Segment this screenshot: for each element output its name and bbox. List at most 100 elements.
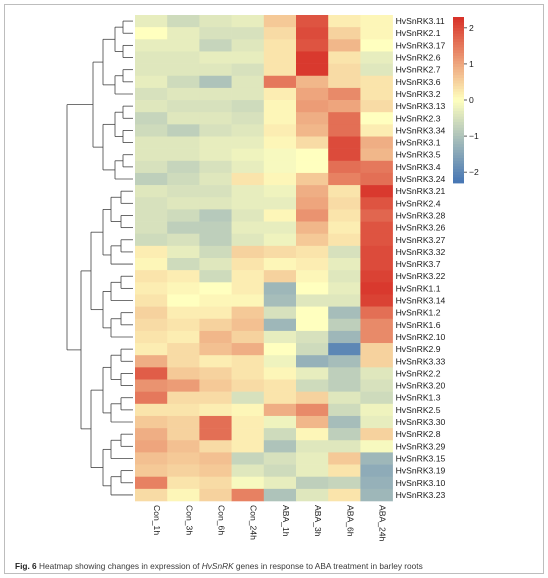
heatmap-cell (360, 428, 393, 441)
heatmap-cell (296, 124, 329, 137)
column-label: ABA_3h (313, 505, 323, 537)
heatmap-cell (263, 221, 297, 234)
heatmap-cell (231, 87, 265, 101)
heatmap-cell (231, 160, 265, 174)
heatmap-cell (135, 136, 168, 149)
heatmap-cell (328, 112, 361, 125)
heatmap-cell (135, 160, 168, 174)
heatmap-cell (167, 403, 200, 417)
row-label: HvSnRK3.6 (396, 77, 441, 87)
heatmap-cell (360, 391, 393, 405)
heatmap-cell (135, 294, 168, 307)
row-label: HvSnRK3.15 (396, 453, 446, 463)
heatmap-cell (360, 136, 393, 149)
heatmap-cell (360, 294, 393, 307)
heatmap-cell (231, 476, 265, 490)
heatmap-cell (263, 355, 297, 368)
heatmap-cell (296, 51, 329, 64)
heatmap-cell (167, 294, 200, 307)
colorbar-segment (453, 36, 464, 40)
heatmap-cell (263, 270, 297, 283)
heatmap-cell (167, 197, 200, 210)
heatmap-cell (231, 367, 265, 380)
colorbar-segment (453, 122, 464, 126)
heatmap-cell (231, 63, 265, 77)
heatmap-cell (199, 355, 232, 368)
heatmap-cell (296, 63, 329, 77)
heatmap-cell (199, 403, 232, 417)
heatmap-cell (199, 75, 232, 89)
row-label: HvSnRK3.22 (396, 271, 446, 281)
row-label: HvSnRK1.2 (396, 308, 441, 318)
heatmap-cell (263, 428, 297, 441)
row-label: HvSnRK3.28 (396, 210, 446, 220)
heatmap-cell (231, 136, 265, 149)
heatmap-cell (167, 148, 200, 162)
heatmap-cell (328, 172, 361, 186)
heatmap-cell (167, 282, 200, 295)
colorbar-segment (453, 83, 464, 87)
heatmap-cell (360, 403, 393, 417)
heatmap-cell (135, 355, 168, 368)
caption-gene: HvSnRK (201, 561, 234, 571)
heatmap-cell (167, 209, 200, 222)
heatmap-cell (360, 258, 393, 271)
row-label: HvSnRK3.13 (396, 101, 446, 111)
heatmap-cell (199, 270, 232, 283)
heatmap-cell (199, 51, 232, 64)
heatmap-cell (135, 452, 168, 465)
heatmap-cell (231, 51, 265, 64)
heatmap-cell (199, 209, 232, 222)
heatmap-cell (360, 185, 393, 198)
heatmap-cell (167, 245, 200, 259)
heatmap-cell (263, 112, 297, 125)
colorbar-tick-label: −1 (469, 131, 479, 141)
colorbar-segment (453, 19, 464, 23)
heatmap-cell (231, 355, 265, 368)
heatmap-cell (328, 185, 361, 198)
heatmap-cell (231, 306, 265, 320)
colorbar-segment (453, 130, 464, 134)
colorbar-segment (453, 61, 464, 65)
heatmap-cell (167, 379, 200, 392)
colorbar-segment (453, 30, 464, 34)
colorbar-segment (453, 155, 464, 159)
colorbar-segment (453, 152, 464, 156)
row-label: HvSnRK2.4 (396, 198, 441, 208)
colorbar-segment (453, 66, 464, 70)
heatmap-cell (328, 258, 361, 271)
heatmap-cell (296, 172, 329, 186)
heatmap-cell (167, 367, 200, 380)
heatmap-cell (360, 367, 393, 380)
heatmap-cell (199, 464, 232, 477)
heatmap-cell (135, 476, 168, 490)
colorbar-segment (453, 86, 464, 90)
heatmap-cell (263, 233, 297, 247)
heatmap-cell (263, 464, 297, 477)
heatmap-cell (231, 75, 265, 89)
heatmap-cell (231, 100, 265, 113)
heatmap-cell (360, 488, 393, 502)
colorbar-segment (453, 177, 464, 181)
heatmap-cell (199, 136, 232, 149)
heatmap-cell (328, 209, 361, 222)
heatmap-cell (231, 270, 265, 283)
colorbar-segment (453, 160, 464, 165)
heatmap-cell (328, 452, 361, 465)
heatmap-cell (167, 464, 200, 477)
heatmap-cell (199, 197, 232, 210)
row-label: HvSnRK3.1 (396, 138, 441, 148)
heatmap-cell (135, 124, 168, 137)
heatmap-cell (328, 233, 361, 247)
row-label: HvSnRK3.4 (396, 162, 441, 172)
colorbar-segment (453, 113, 464, 117)
heatmap-cell (167, 476, 200, 490)
colorbar-segment (453, 77, 464, 82)
heatmap-cell (167, 355, 200, 368)
heatmap-cell (231, 379, 265, 392)
heatmap-cell (328, 294, 361, 307)
heatmap-cell (296, 39, 329, 52)
heatmap-cell (296, 476, 329, 490)
heatmap-cell (296, 306, 329, 320)
heatmap-cell (135, 440, 168, 453)
